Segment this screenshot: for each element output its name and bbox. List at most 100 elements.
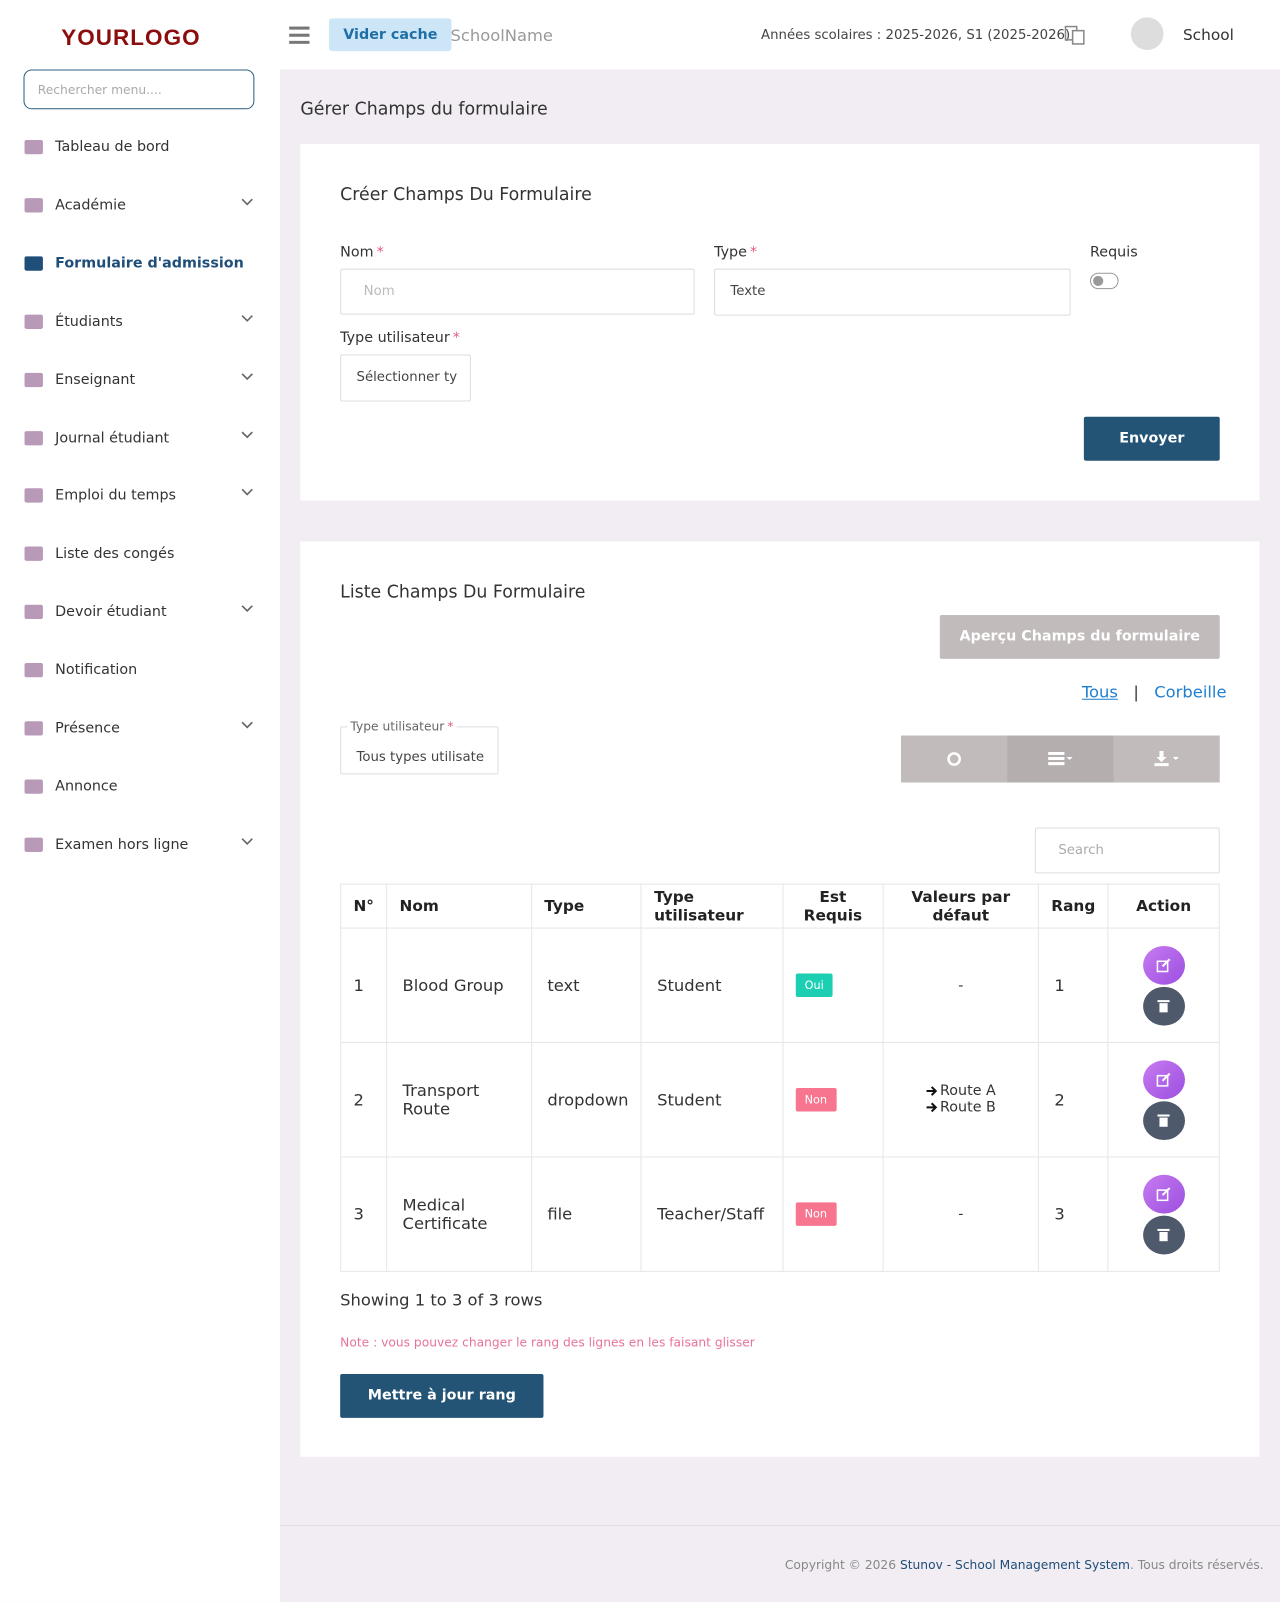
menu-item[interactable]: Académie	[24, 194, 256, 216]
menu-item[interactable]: Présence	[24, 717, 256, 739]
menu-item[interactable]: Devoir étudiant	[24, 601, 256, 623]
fields-table: N° Nom Type Type utilisateur Est Requis Valeu…	[340, 883, 1220, 1272]
cell-rank: 1	[1037, 927, 1109, 1044]
refresh-icon	[947, 752, 962, 766]
delete-button[interactable]	[1142, 1100, 1185, 1140]
tab[interactable]: Corbeille	[1154, 682, 1227, 702]
copyright: Copyright © 2026	[784, 1557, 897, 1573]
column-header: Est Requis	[782, 883, 884, 929]
delete-icon	[1157, 999, 1170, 1012]
export-icon	[1154, 750, 1179, 767]
menu-label: Examen hors ligne	[55, 836, 189, 853]
edit-icon	[1156, 958, 1171, 972]
hamburger[interactable]	[289, 26, 310, 44]
clear-cache-button[interactable]: Vider cache	[328, 18, 452, 52]
edit-button[interactable]	[1142, 1174, 1185, 1214]
user-type-select[interactable]: Sélectionner ty	[340, 354, 471, 402]
menu-label: Tableau de bord	[55, 138, 170, 156]
card-title: Créer Champs Du Formulaire	[340, 184, 592, 206]
drag-note: Note : vous pouvez changer le rang des l…	[340, 1335, 755, 1350]
menu-icon	[24, 837, 43, 852]
company-link[interactable]: Stunov - School Management System	[899, 1557, 1130, 1573]
menu-item[interactable]: Annonce	[24, 775, 256, 797]
submit-button[interactable]: Envoyer	[1083, 416, 1220, 461]
required-toggle[interactable]	[1089, 272, 1119, 290]
export-button[interactable]	[1113, 736, 1219, 783]
chevron	[241, 431, 253, 438]
default-text: -	[958, 1205, 964, 1223]
menu-item[interactable]: Journal étudiant	[24, 426, 256, 448]
cell-name: Medical Certificate	[386, 1156, 533, 1272]
cell-defaults: -	[882, 1156, 1040, 1272]
label-text: Type utilisateur	[340, 329, 450, 347]
menu-item[interactable]: Formulaire d'admission	[24, 252, 256, 274]
column-header: Action	[1107, 883, 1220, 929]
cell-no: 2	[340, 1041, 388, 1158]
cell-type: file	[530, 1156, 642, 1272]
user-name[interactable]: School	[1182, 25, 1234, 44]
language-icon[interactable]	[1064, 25, 1085, 45]
filter-label: Type utilisateur *	[347, 719, 457, 734]
edit-icon	[1156, 1072, 1171, 1087]
delete-button[interactable]	[1142, 1215, 1185, 1254]
menu-icon	[24, 430, 43, 445]
menu-icon	[24, 546, 43, 562]
edit-button[interactable]	[1142, 945, 1185, 985]
menu-item[interactable]: Emploi du temps	[24, 485, 256, 507]
default-list: Route A Route B	[926, 1083, 996, 1116]
delete-button[interactable]	[1142, 986, 1185, 1026]
menu-icon	[24, 604, 43, 620]
column-header: Nom	[386, 883, 533, 929]
menu-label: Notification	[55, 662, 138, 679]
menu-icon	[24, 139, 43, 155]
default-text: Route A	[939, 1082, 996, 1100]
tab[interactable]: Tous	[1081, 682, 1118, 702]
menu-item[interactable]: Liste des congés	[24, 543, 256, 565]
menu-label: Devoir étudiant	[55, 603, 167, 621]
update-rank-button[interactable]: Mettre à jour rang	[340, 1373, 544, 1418]
table-row: 2 Transport Route dropdown Student Non Route …	[340, 1041, 1220, 1158]
edit-button[interactable]	[1142, 1059, 1185, 1099]
menu-icon	[24, 256, 43, 271]
default-text: -	[958, 977, 964, 994]
type-select[interactable]: Texte	[714, 268, 1071, 316]
menu-label: Étudiants	[55, 313, 123, 330]
school-years: Années scolaires : 2025-2026, S1 (2025-2…	[761, 27, 1071, 43]
select-value: Sélectionner ty	[356, 369, 458, 386]
create-card: Créer Champs Du Formulaire Nom * Nom Type…	[300, 144, 1260, 501]
edit-icon	[1156, 1186, 1171, 1201]
chevron	[241, 721, 253, 729]
user-type-filter[interactable]: Tous types utilisate	[340, 726, 499, 775]
preview-button[interactable]: Aperçu Champs du formulaire	[939, 614, 1220, 659]
menu-item[interactable]: Notification	[24, 659, 256, 681]
menu-icon	[24, 198, 43, 213]
footer: Copyright © 2026 Stunov - School Managem…	[785, 1558, 1264, 1572]
menu-label: Annonce	[55, 778, 118, 795]
menu-item[interactable]: Étudiants	[24, 310, 256, 332]
name-input[interactable]: Nom	[340, 268, 695, 315]
columns-button[interactable]	[1007, 735, 1114, 783]
tab-separator: |	[1133, 682, 1139, 702]
cell-actions	[1107, 1041, 1220, 1158]
field-label: Nom *	[340, 244, 384, 260]
menu-item[interactable]: Tableau de bord	[24, 136, 256, 158]
table-row: 1 Blood Group text Student Oui -1	[340, 927, 1220, 1044]
avatar[interactable]	[1130, 17, 1164, 51]
cell-name: Transport Route	[386, 1041, 533, 1158]
field-label: Requis	[1089, 244, 1138, 261]
cell-name: Blood Group	[386, 927, 533, 1044]
menu-search[interactable]: Rechercher menu....	[23, 69, 255, 110]
menu-item[interactable]: Enseignant	[24, 368, 256, 390]
table-search[interactable]: Search	[1034, 827, 1220, 874]
refresh-button[interactable]	[901, 736, 1007, 783]
cell-rank: 2	[1037, 1041, 1109, 1158]
cell-defaults: -	[882, 927, 1040, 1044]
menu-item[interactable]: Examen hors ligne	[24, 833, 256, 855]
cell-rank: 3	[1037, 1156, 1109, 1272]
label-text: Type	[714, 244, 747, 261]
cell-required: Non	[782, 1041, 884, 1158]
toggle-knob	[1093, 275, 1104, 287]
cell-defaults: Route A Route B	[882, 1041, 1040, 1158]
